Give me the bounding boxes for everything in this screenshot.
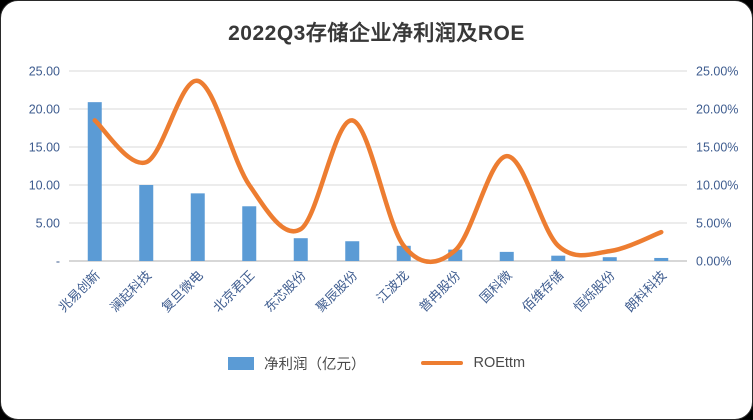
left-axis-tick-label: 25.00 bbox=[29, 65, 60, 79]
x-axis-category-label: 国科微 bbox=[477, 268, 515, 306]
x-axis-category-label: 复旦微电 bbox=[158, 268, 205, 315]
x-axis-category-label: 聚辰股份 bbox=[313, 268, 360, 315]
left-axis-tick-label: - bbox=[56, 255, 60, 269]
left-axis-tick-label: 5.00 bbox=[36, 217, 60, 231]
legend-line-swatch-icon bbox=[421, 360, 464, 366]
legend-line-label: ROEttm bbox=[473, 355, 526, 371]
bar-net-profit bbox=[654, 257, 669, 261]
x-axis-category-label: 普冉股份 bbox=[416, 268, 463, 315]
chart-svg: - 0.00% 5.00 5.00% 10.00 10.00% 15.00 15.00% 20.… bbox=[29, 65, 739, 315]
x-axis-category-label: 朗科科技 bbox=[622, 268, 669, 315]
roe-line bbox=[92, 78, 664, 264]
legend-item-roe: ROEttm bbox=[421, 355, 525, 371]
x-axis-category-label: 兆易创新 bbox=[55, 268, 102, 315]
right-axis-tick-label: 10.00% bbox=[696, 179, 738, 193]
bar-net-profit bbox=[139, 185, 154, 261]
bar-net-profit bbox=[293, 238, 308, 261]
bar-net-profit bbox=[242, 206, 257, 261]
right-axis-tick-label: 25.00% bbox=[696, 65, 738, 79]
x-axis-category-label: 佰维存储 bbox=[519, 268, 566, 315]
bar-net-profit bbox=[602, 257, 617, 261]
x-axis-category-label: 北京君正 bbox=[210, 268, 257, 315]
bar-net-profit bbox=[190, 193, 205, 261]
legend-bar-swatch-icon bbox=[227, 356, 254, 370]
x-axis-category-label: 恒烁股份 bbox=[570, 268, 617, 315]
right-axis-tick-label: 20.00% bbox=[696, 103, 738, 117]
bar-net-profit bbox=[499, 251, 514, 261]
left-axis-tick-label: 15.00 bbox=[29, 141, 60, 155]
bar-net-profit bbox=[345, 241, 360, 261]
bar-net-profit bbox=[551, 255, 566, 261]
x-axis-category-label: 江波龙 bbox=[374, 268, 412, 306]
x-axis-category-label: 澜起科技 bbox=[107, 268, 154, 315]
right-axis-tick-label: 5.00% bbox=[696, 217, 731, 231]
chart-legend: 净利润（亿元） ROEttm bbox=[1, 341, 752, 385]
left-axis-tick-label: 10.00 bbox=[29, 179, 60, 193]
right-axis-tick-label: 15.00% bbox=[696, 141, 738, 155]
right-axis-tick-label: 0.00% bbox=[696, 255, 731, 269]
x-axis-category-label: 东芯股份 bbox=[261, 268, 308, 315]
bar-net-profit bbox=[87, 102, 102, 261]
bar-net-profit bbox=[448, 249, 463, 261]
legend-bar-label: 净利润（亿元） bbox=[263, 356, 366, 373]
left-axis-tick-label: 20.00 bbox=[29, 103, 60, 117]
chart-title: 2022Q3存储企业净利润及ROE bbox=[228, 22, 525, 45]
legend-item-net-profit: 净利润（亿元） bbox=[227, 353, 366, 374]
